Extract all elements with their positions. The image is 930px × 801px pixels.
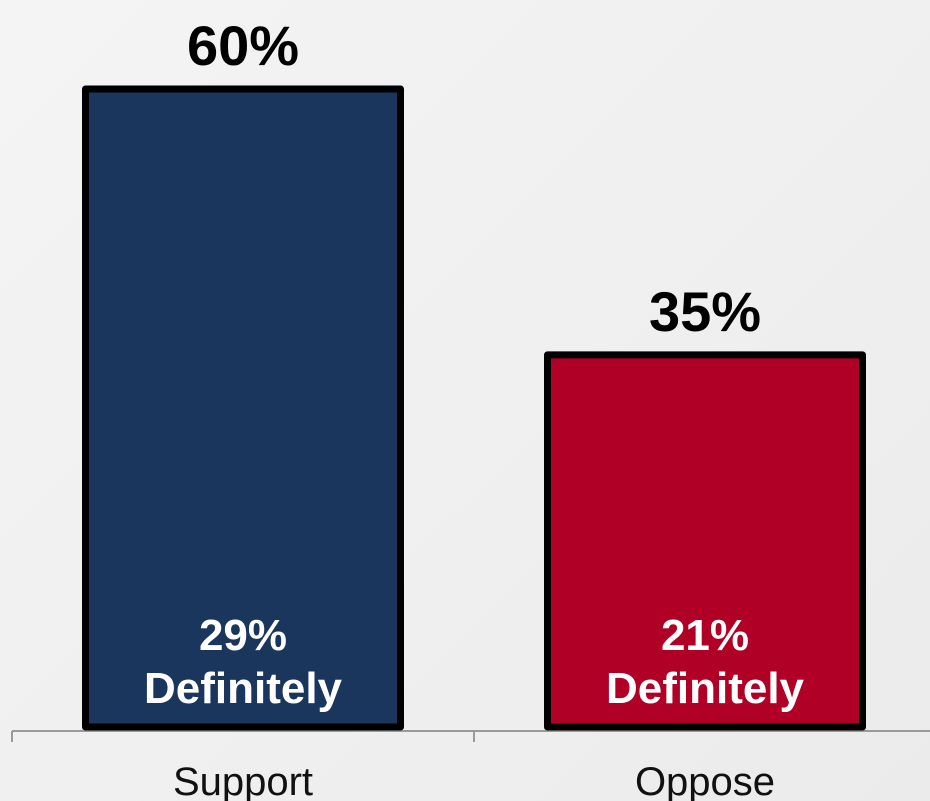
value-label-support: 60%	[187, 14, 299, 77]
definitely-label-support: Definitely	[144, 664, 343, 713]
bars-group: 60%29%DefinitelySupport35%21%DefinitelyO…	[82, 14, 866, 801]
bar-oppose	[544, 351, 866, 731]
definitely-pct-support: 29%	[199, 611, 287, 660]
definitely-pct-oppose: 21%	[661, 611, 749, 660]
category-label-support: Support	[173, 760, 313, 801]
category-label-oppose: Oppose	[635, 760, 775, 801]
definitely-label-oppose: Definitely	[606, 664, 805, 713]
x-axis	[11, 730, 930, 742]
value-label-oppose: 35%	[649, 280, 761, 343]
bar-support	[82, 85, 404, 731]
